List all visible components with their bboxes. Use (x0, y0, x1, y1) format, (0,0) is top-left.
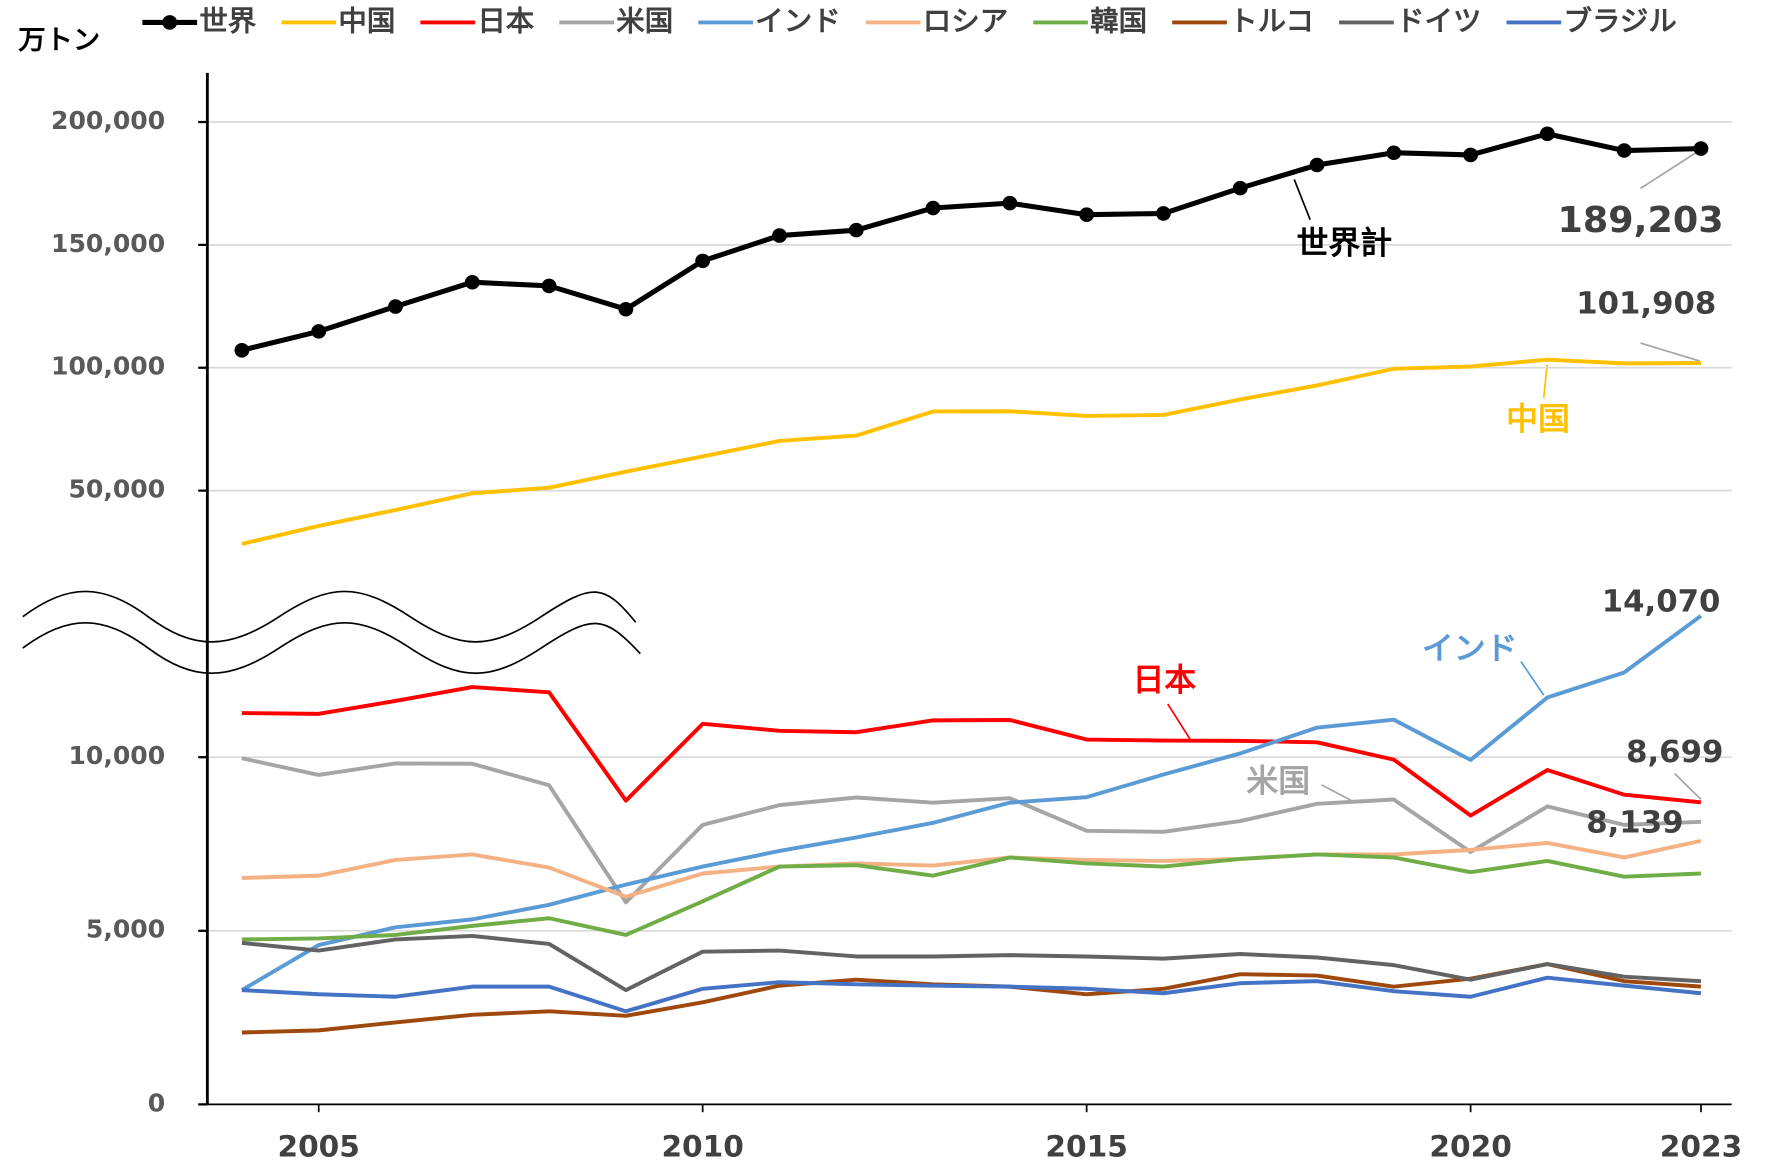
legend-label: 韓国 (1090, 5, 1147, 38)
data-point (1539, 126, 1555, 142)
data-point (234, 343, 250, 358)
data-point (1232, 180, 1248, 196)
y-axis-label: 万トン (18, 25, 100, 56)
legend-marker (162, 15, 178, 30)
legend-item: トルコ (1172, 5, 1314, 38)
series-line (240, 614, 1703, 992)
data-point (695, 253, 711, 269)
annotation: 米国 (1246, 764, 1310, 800)
legend-item: 世界 (142, 5, 257, 38)
legend-item: 日本 (420, 5, 535, 38)
series-line (241, 975, 1702, 1014)
legend-label: 米国 (616, 5, 673, 38)
y-tick-label: 200,000 (51, 106, 165, 135)
leader-line (1167, 703, 1192, 741)
legend-item: ドイツ (1339, 5, 1481, 38)
leader-line (1321, 784, 1354, 803)
data-point (311, 324, 327, 339)
x-tick-label: 2020 (1429, 1130, 1511, 1164)
y-tick-label: 150,000 (51, 229, 165, 258)
y-tick-label: 50,000 (68, 475, 165, 504)
data-point (541, 278, 557, 294)
x-tick-label: 2010 (661, 1130, 743, 1164)
series-line (241, 756, 1702, 905)
x-tick-label: 2005 (277, 1130, 359, 1164)
y-tick-label: 5,000 (86, 915, 165, 944)
legend-item: 韓国 (1033, 5, 1147, 38)
axis-break (22, 590, 641, 674)
legend-item: インド (698, 5, 841, 38)
value-label: 8,699 (1626, 735, 1723, 770)
legend-label: インド (755, 5, 840, 38)
data-point (925, 200, 941, 216)
data-point (848, 222, 864, 238)
leader-line (1640, 342, 1701, 362)
legend-label: ブラジル (1564, 5, 1677, 38)
legend-item: 中国 (281, 5, 395, 38)
data-point (1079, 207, 1095, 222)
leader-line (1542, 364, 1548, 399)
data-point (772, 228, 787, 243)
legend-label: 世界 (199, 5, 257, 38)
data-point (1616, 143, 1632, 158)
legend-label: ロシア (923, 5, 1008, 38)
legend-label: 中国 (338, 5, 395, 38)
data-point (1693, 141, 1709, 156)
legend-label: ドイツ (1396, 5, 1481, 38)
data-point (1002, 195, 1018, 211)
leader-line (1520, 661, 1545, 696)
value-label: 189,203 (1558, 198, 1724, 241)
break-wave (22, 590, 637, 643)
x-tick-label: 2023 (1660, 1130, 1742, 1164)
x-tick-label: 2015 (1045, 1130, 1127, 1164)
y-tick-label: 0 (148, 1088, 165, 1117)
leader-line (1640, 149, 1701, 190)
data-point (1463, 147, 1479, 163)
legend-label: トルコ (1229, 5, 1314, 38)
y-tick-label: 10,000 (68, 741, 165, 770)
leader-lines (1167, 149, 1702, 803)
annotation: 日本 (1132, 663, 1196, 699)
data-point (464, 274, 480, 290)
value-label: 8,139 (1586, 806, 1683, 841)
legend-item: 米国 (559, 5, 673, 38)
data-point (1156, 206, 1171, 221)
series-line (241, 852, 1702, 942)
series-line (241, 934, 1702, 993)
annotation: 中国 (1506, 402, 1570, 438)
annotation: 世界計 (1297, 225, 1393, 262)
series-line (241, 131, 1702, 353)
series-line (241, 357, 1701, 546)
leader-line (1293, 179, 1311, 221)
data-point (388, 299, 403, 314)
legend-label: 日本 (477, 5, 535, 38)
y-tick-label: 100,000 (51, 352, 165, 381)
series-line (241, 962, 1702, 1035)
break-wave (22, 622, 641, 674)
value-label: 14,070 (1602, 585, 1721, 620)
value-label: 101,908 (1576, 287, 1716, 322)
legend-item: ロシア (865, 5, 1008, 38)
legend-item: ブラジル (1506, 5, 1677, 38)
series-line (241, 838, 1702, 899)
data-point (1386, 145, 1402, 161)
annotation: インド (1422, 631, 1518, 667)
data-point (618, 301, 634, 317)
data-point (1309, 157, 1325, 173)
series-line (241, 685, 1702, 818)
leader-line (1674, 773, 1702, 800)
